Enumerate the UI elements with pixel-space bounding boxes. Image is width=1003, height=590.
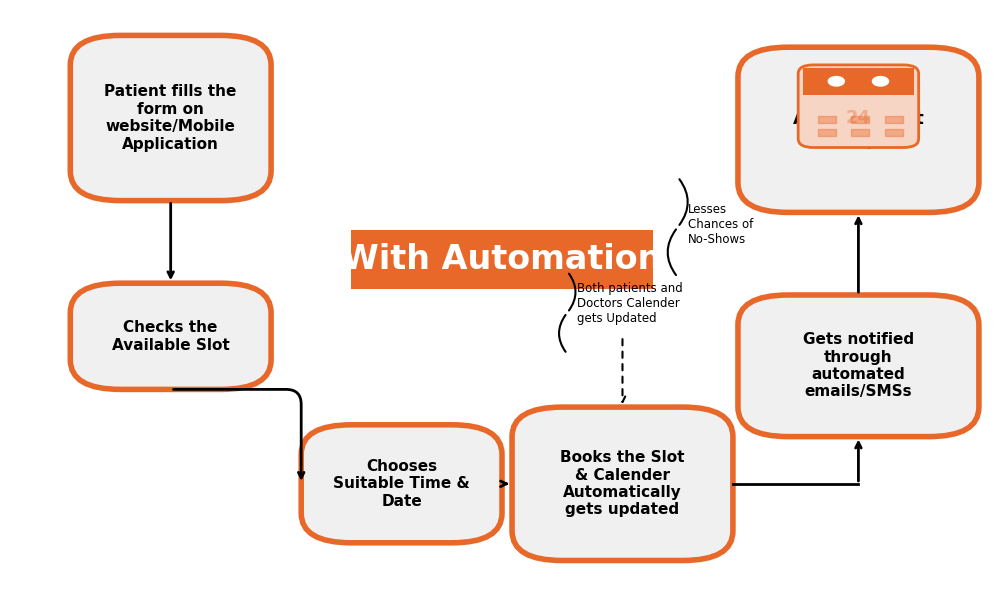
- Text: Gets notified
through
automated
emails/SMSs: Gets notified through automated emails/S…: [802, 332, 913, 399]
- FancyBboxPatch shape: [70, 283, 271, 389]
- Bar: [152, 118, 189, 150]
- Circle shape: [872, 77, 888, 86]
- Text: Lesses
Chances of
No-Shows: Lesses Chances of No-Shows: [687, 203, 752, 245]
- Bar: [851, 116, 869, 123]
- Text: Checks the
Available Slot: Checks the Available Slot: [111, 320, 230, 352]
- FancyBboxPatch shape: [737, 295, 978, 437]
- FancyBboxPatch shape: [512, 407, 732, 560]
- Bar: [817, 116, 835, 123]
- Text: With Automation: With Automation: [342, 243, 661, 276]
- Circle shape: [827, 77, 844, 86]
- Text: Chooses
Suitable Time &
Date: Chooses Suitable Time & Date: [333, 459, 469, 509]
- Text: Both patients and
Doctors Calender
gets Updated: Both patients and Doctors Calender gets …: [577, 283, 682, 325]
- Bar: [884, 129, 902, 136]
- FancyBboxPatch shape: [797, 65, 918, 148]
- Bar: [884, 116, 902, 123]
- Text: Appointment
Day: Appointment Day: [791, 110, 924, 149]
- Bar: [851, 129, 869, 136]
- Bar: [817, 129, 835, 136]
- FancyBboxPatch shape: [802, 68, 913, 94]
- FancyBboxPatch shape: [301, 425, 502, 543]
- FancyBboxPatch shape: [737, 47, 978, 212]
- Text: Books the Slot
& Calender
Automatically
gets updated: Books the Slot & Calender Automatically …: [560, 450, 684, 517]
- Text: Patient fills the
form on
website/Mobile
Application: Patient fills the form on website/Mobile…: [104, 84, 237, 152]
- FancyBboxPatch shape: [351, 230, 652, 289]
- Text: 24: 24: [846, 109, 870, 127]
- FancyBboxPatch shape: [70, 35, 271, 201]
